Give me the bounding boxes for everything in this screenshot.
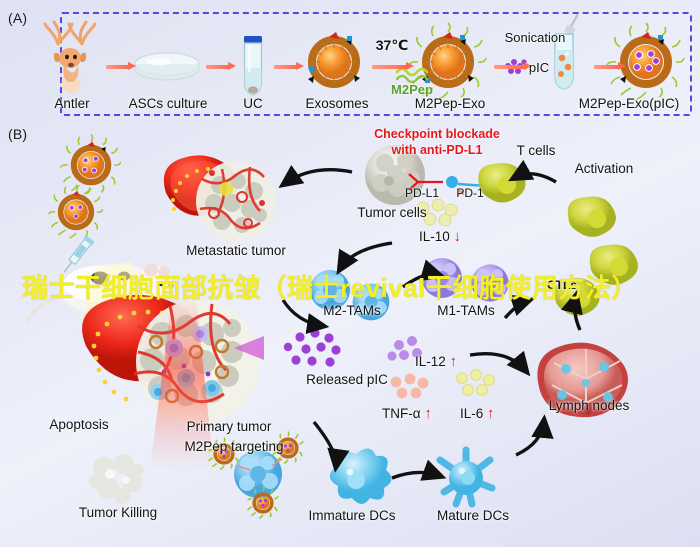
step-label-m2pep-exo-pic: M2Pep-Exo(pIC) bbox=[578, 96, 680, 111]
cytokine-tnf-alpha-name: TNF-α bbox=[382, 406, 421, 421]
cytokine-il-10: IL-10 ↓ bbox=[419, 228, 461, 245]
t-cells-label: T cells bbox=[516, 143, 556, 158]
apoptosis-label: Apoptosis bbox=[49, 417, 109, 432]
arrow-to-loaded-exosome bbox=[594, 62, 626, 71]
step-label-antler: Antler bbox=[54, 96, 90, 111]
panel-a-letter: (A) bbox=[8, 10, 28, 26]
sonication-annotation: Sonication bbox=[504, 30, 566, 45]
m2-tams-label: M2-TAMs bbox=[323, 303, 381, 318]
cytokine-tnf-alpha: TNF-α ↑ bbox=[382, 405, 432, 422]
m2pep-targeting-label: M2Pep targeting bbox=[184, 439, 284, 454]
released-pic-label: Released pIC bbox=[306, 372, 388, 387]
mature-dcs-label: Mature DCs bbox=[436, 508, 510, 523]
cytokine-il-12-arrow: ↑ bbox=[449, 353, 458, 370]
ctls-label: CTLs bbox=[547, 278, 577, 292]
metastatic-tumor-label: Metastatic tumor bbox=[186, 243, 286, 258]
step-label-m2pep-exo: M2Pep-Exo bbox=[414, 96, 486, 111]
m2pep-annotation: M2Pep bbox=[391, 82, 433, 97]
pic-annotation: pIC bbox=[528, 60, 550, 75]
cytokine-il-12-name: IL-12 bbox=[415, 354, 446, 369]
tumor-cells-label: Tumor cells bbox=[357, 205, 427, 220]
pd-1-label: PD-1 bbox=[456, 186, 484, 200]
arrow-uc-to-exosomes bbox=[274, 62, 304, 71]
step-label-uc: UC bbox=[243, 96, 263, 111]
cytokine-il-6-name: IL-6 bbox=[460, 406, 484, 421]
step-label-ascs-culture: ASCs culture bbox=[128, 96, 208, 111]
tumor-killing-label: Tumor Killing bbox=[78, 505, 158, 520]
cytokine-il-6: IL-6 ↑ bbox=[460, 405, 495, 422]
m1-tams-label: M1-TAMs bbox=[437, 303, 495, 318]
cytokine-tnf-alpha-arrow: ↑ bbox=[424, 405, 432, 422]
primary-tumor-label: Primary tumor bbox=[186, 419, 272, 434]
activation-label: Activation bbox=[574, 161, 634, 176]
checkpoint-blockade-line2: with anti-PD-L1 bbox=[391, 143, 483, 157]
cytokine-il-6-arrow: ↑ bbox=[487, 405, 495, 422]
lymph-nodes-label: Lymph nodes bbox=[548, 398, 630, 413]
cytokine-il-12: IL-12 ↑ bbox=[415, 353, 457, 370]
cytokine-il-10-arrow: ↓ bbox=[453, 228, 462, 245]
panel-b-letter: (B) bbox=[8, 126, 28, 142]
arrow-asc-to-uc bbox=[206, 62, 236, 71]
svg-text:×: × bbox=[458, 187, 464, 199]
pd-l1-label: PD-L1 bbox=[404, 186, 440, 200]
temperature-annotation: 37℃ bbox=[375, 37, 409, 53]
cytokine-il-10-name: IL-10 bbox=[419, 229, 450, 244]
arrow-sonication bbox=[494, 62, 532, 71]
immature-dcs-label: Immature DCs bbox=[308, 508, 396, 523]
arrow-antler-to-asc bbox=[106, 62, 136, 71]
checkpoint-blockade-line1: Checkpoint blockade bbox=[374, 127, 500, 141]
step-label-exosomes: Exosomes bbox=[305, 96, 369, 111]
arrow-exosomes-to-m2pepexo bbox=[372, 62, 414, 71]
